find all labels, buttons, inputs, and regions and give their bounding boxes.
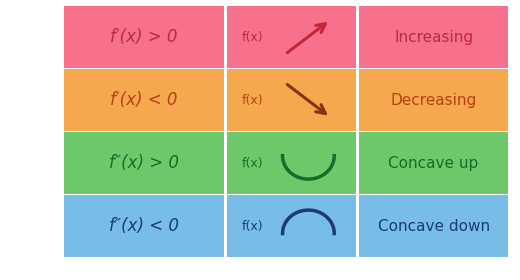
Text: Concave up: Concave up: [388, 156, 479, 171]
Text: f(x): f(x): [242, 31, 264, 44]
Text: f′(x) > 0: f′(x) > 0: [110, 28, 178, 46]
Text: Decreasing: Decreasing: [391, 93, 477, 108]
Text: Concave down: Concave down: [378, 219, 490, 234]
Text: f(x): f(x): [242, 220, 264, 233]
Text: f″(x) < 0: f″(x) < 0: [109, 217, 179, 235]
Text: f(x): f(x): [242, 94, 264, 107]
Text: f(x): f(x): [242, 157, 264, 170]
Text: Increasing: Increasing: [394, 30, 473, 45]
Text: f′(x) < 0: f′(x) < 0: [110, 91, 178, 109]
Text: f″(x) > 0: f″(x) > 0: [109, 154, 179, 172]
